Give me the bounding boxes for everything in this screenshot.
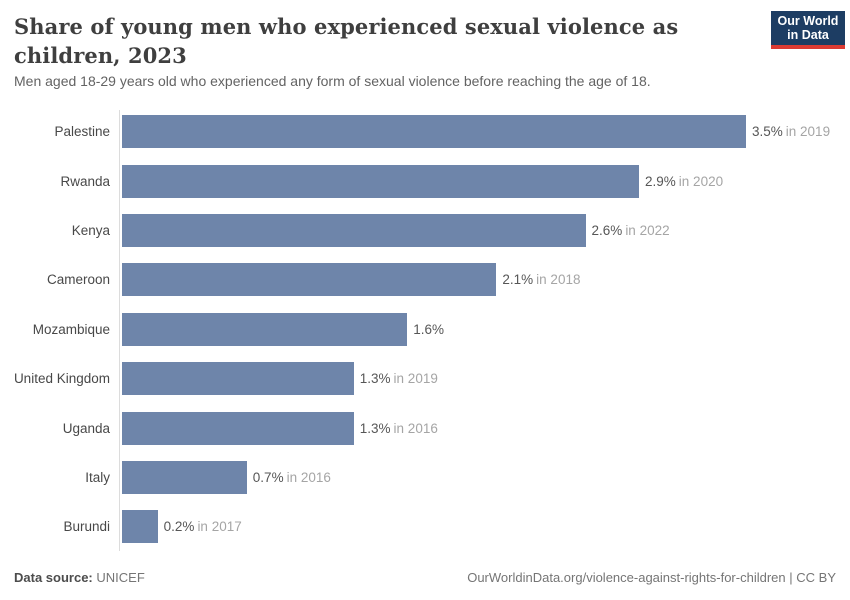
table-row: Mozambique 1.6% <box>0 305 850 354</box>
row-label: Cameroon <box>46 272 110 288</box>
table-row: Rwanda 2.9% in 2020 <box>0 156 850 205</box>
bar-track: 1.3% in 2019 <box>120 354 850 403</box>
value-annotation: 3.5% in 2019 <box>752 124 830 139</box>
year-label: in 2018 <box>536 272 581 288</box>
bar[interactable] <box>122 164 640 198</box>
row-label: Rwanda <box>60 173 110 189</box>
table-row: Palestine 3.5% in 2019 <box>0 107 850 156</box>
year-label: in 2022 <box>625 222 670 238</box>
chart-subtitle: Men aged 18-29 years old who experienced… <box>14 73 651 89</box>
bar[interactable] <box>122 312 408 346</box>
bar[interactable] <box>122 213 586 247</box>
chart-rows: Palestine 3.5% in 2019 Rwanda 2.9% in 2020… <box>0 107 850 552</box>
year-label: in 2020 <box>678 173 724 189</box>
value-annotation: 1.6% <box>413 322 444 337</box>
value-label: 1.6% <box>413 321 445 337</box>
bar[interactable] <box>122 411 354 445</box>
footer-links: OurWorldinData.org/violence-against-righ… <box>467 570 836 585</box>
owid-logo-line1: Our World <box>777 14 839 28</box>
year-label: in 2017 <box>197 519 242 535</box>
data-source: Data source: UNICEF <box>14 570 145 585</box>
value-label: 2.6% <box>591 222 623 238</box>
row-label: United Kingdom <box>13 371 110 387</box>
year-label: in 2016 <box>286 469 331 485</box>
cc-by-link[interactable]: CC BY <box>796 570 836 585</box>
page-title: Share of young men who experienced sexua… <box>14 14 679 68</box>
footer-separator: | <box>789 570 793 585</box>
table-row: Italy 0.7% in 2016 <box>0 453 850 502</box>
value-label: 2.9% <box>645 173 676 189</box>
value-label: 1.3% <box>359 420 391 436</box>
year-label: in 2019 <box>785 124 831 140</box>
bar[interactable] <box>122 115 746 149</box>
value-annotation: 0.7% in 2016 <box>253 470 331 485</box>
bar[interactable] <box>122 460 247 494</box>
chart-footer: Data source: UNICEF OurWorldinData.org/v… <box>14 570 836 585</box>
bar-track: 2.6% in 2022 <box>120 206 850 255</box>
bar-track: 2.1% in 2018 <box>120 255 850 304</box>
table-row: Burundi 0.2% in 2017 <box>0 502 850 551</box>
owid-logo[interactable]: Our World in Data <box>771 11 845 49</box>
bar[interactable] <box>122 263 497 297</box>
bar-track: 0.7% in 2016 <box>120 453 850 502</box>
data-source-label: Data source: <box>14 570 93 585</box>
row-label: Palestine <box>54 124 110 140</box>
data-source-value: UNICEF <box>96 570 145 585</box>
value-annotation: 2.6% in 2022 <box>592 223 670 238</box>
value-label: 3.5% <box>752 124 783 140</box>
y-axis-line <box>119 110 120 551</box>
table-row: Uganda 1.3% in 2016 <box>0 403 850 452</box>
value-label: 0.2% <box>163 519 195 535</box>
value-label: 2.1% <box>502 272 534 288</box>
value-annotation: 1.3% in 2016 <box>360 421 438 436</box>
bar-track: 1.3% in 2016 <box>120 403 850 452</box>
year-label: in 2016 <box>393 420 438 436</box>
bar[interactable] <box>122 362 354 396</box>
row-label: Italy <box>85 469 110 485</box>
row-label: Burundi <box>63 519 110 535</box>
row-label: Kenya <box>71 222 110 238</box>
value-label: 1.3% <box>359 371 391 387</box>
year-label: in 2019 <box>393 371 438 387</box>
owid-url-link[interactable]: OurWorldinData.org/violence-against-righ… <box>467 570 786 585</box>
value-annotation: 2.1% in 2018 <box>502 272 580 287</box>
owid-logo-line2: in Data <box>787 28 829 42</box>
table-row: United Kingdom 1.3% in 2019 <box>0 354 850 403</box>
table-row: Cameroon 2.1% in 2018 <box>0 255 850 304</box>
table-row: Kenya 2.6% in 2022 <box>0 206 850 255</box>
bar-chart: Palestine 3.5% in 2019 Rwanda 2.9% in 2020… <box>0 105 850 555</box>
bar-track: 1.6% <box>120 305 850 354</box>
bar-track: 2.9% in 2020 <box>120 156 850 205</box>
bar-track: 3.5% in 2019 <box>120 107 850 156</box>
value-annotation: 2.9% in 2020 <box>645 174 723 189</box>
row-label: Uganda <box>62 420 110 436</box>
value-annotation: 0.2% in 2017 <box>164 519 242 534</box>
row-label: Mozambique <box>32 321 110 337</box>
value-annotation: 1.3% in 2019 <box>360 371 438 386</box>
value-label: 0.7% <box>252 469 284 485</box>
bar-track: 0.2% in 2017 <box>120 502 850 551</box>
bar[interactable] <box>122 510 158 544</box>
